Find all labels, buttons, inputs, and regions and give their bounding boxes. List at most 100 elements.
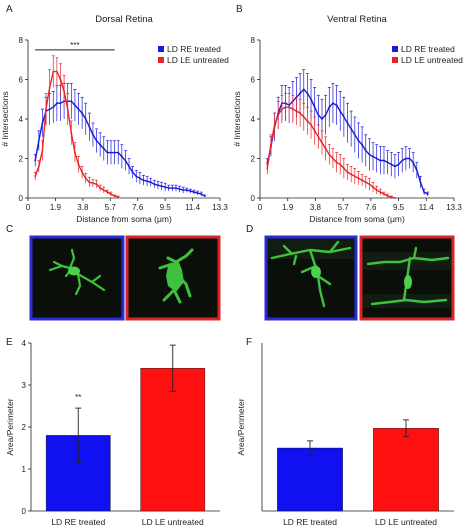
data-point	[66, 108, 69, 111]
x-tick-label: 13.3	[212, 203, 228, 212]
series-red	[265, 92, 397, 199]
x-tick-label: 5.7	[105, 203, 117, 212]
data-point	[339, 110, 342, 112]
data-point	[95, 139, 98, 142]
data-point	[81, 171, 84, 174]
data-point	[324, 114, 327, 116]
data-point	[394, 197, 396, 199]
legend-swatch	[158, 57, 164, 63]
x-tick-label: 9.5	[393, 203, 405, 212]
y-tick-label: 1	[22, 465, 27, 474]
data-point	[266, 167, 269, 170]
data-point	[74, 151, 76, 154]
micrograph-dorsal-treated	[29, 235, 125, 321]
data-point	[317, 135, 320, 138]
data-point	[99, 143, 102, 146]
data-point	[182, 189, 185, 192]
data-point	[375, 189, 378, 192]
data-point	[397, 163, 400, 166]
data-point	[383, 193, 385, 195]
data-point	[357, 177, 360, 180]
data-point	[146, 180, 148, 183]
data-point	[164, 186, 167, 189]
legend-entry: LD RE treated	[401, 44, 455, 54]
data-point	[288, 106, 291, 109]
data-point	[295, 110, 298, 112]
y-tick-label: 2	[19, 155, 24, 164]
data-point	[34, 175, 37, 178]
data-point	[372, 155, 374, 158]
data-point	[332, 157, 334, 160]
data-point	[364, 181, 367, 184]
data-point	[138, 177, 141, 180]
data-point	[63, 90, 65, 93]
data-point	[386, 195, 389, 197]
data-point	[335, 104, 338, 107]
data-point	[110, 193, 112, 195]
x-tick-label: 3.8	[310, 203, 322, 212]
data-point	[361, 179, 364, 182]
data-point	[383, 159, 385, 162]
data-point	[102, 147, 105, 150]
data-point	[423, 191, 425, 193]
x-tick-label: 1.9	[50, 203, 62, 212]
data-point	[149, 181, 152, 184]
y-tick-label: 2	[251, 155, 256, 164]
data-point	[306, 92, 309, 95]
data-point	[92, 182, 94, 185]
data-point	[353, 175, 356, 178]
x-tick-label: 3.8	[77, 203, 89, 212]
y-tick-label: 0	[19, 194, 24, 203]
panel-letter-a: A	[6, 4, 13, 15]
data-point	[88, 181, 91, 184]
y-tick-label: 0	[251, 194, 256, 203]
data-point	[302, 116, 305, 118]
y-tick-label: 4	[19, 115, 24, 124]
data-point	[84, 177, 87, 180]
data-point	[84, 118, 87, 120]
data-point	[200, 193, 203, 195]
data-point	[379, 191, 382, 193]
bar	[277, 447, 343, 512]
data-point	[317, 114, 320, 116]
data-point	[310, 124, 312, 126]
data-point	[426, 193, 429, 195]
data-point	[350, 173, 353, 176]
data-point	[372, 186, 374, 189]
data-point	[321, 118, 323, 120]
data-point	[52, 70, 55, 73]
data-point	[88, 126, 91, 128]
series-blue	[33, 83, 207, 198]
data-point	[160, 185, 163, 188]
series-red	[33, 55, 120, 198]
data-point	[59, 78, 62, 81]
data-point	[45, 108, 47, 111]
x-tick-label: 5.7	[338, 203, 350, 212]
data-point	[193, 191, 195, 193]
series-line	[266, 106, 396, 199]
data-point	[313, 129, 316, 132]
data-point	[41, 149, 44, 152]
data-point	[81, 112, 84, 114]
data-point	[157, 184, 159, 187]
chart-title: Dorsal Retina	[95, 14, 153, 25]
y-axis-label: Area/Perimeter	[236, 398, 246, 455]
data-point	[306, 120, 309, 122]
y-tick-label: 6	[251, 76, 256, 85]
y-tick-label: 4	[251, 115, 256, 124]
y-tick-label: 3	[22, 381, 27, 390]
data-point	[346, 122, 349, 124]
y-tick-label: 8	[19, 36, 24, 45]
data-point	[55, 70, 58, 73]
bar-chart-dorsal: 0 1 2 3 4 Area/Perimeter LD RE treated ** LD LE …	[5, 339, 220, 527]
data-point	[328, 153, 331, 156]
data-point	[386, 161, 389, 164]
data-point	[92, 133, 94, 136]
data-point	[302, 88, 305, 91]
line-chart-dorsal: Dorsal Retina 0 2 4 6 8 0 1.9 3.8 5.7 7.6 9.5 11.4 13…	[0, 14, 229, 224]
data-point	[70, 100, 73, 103]
data-point	[313, 106, 316, 109]
data-point	[361, 143, 364, 146]
data-point	[41, 122, 44, 124]
data-point	[368, 153, 371, 156]
